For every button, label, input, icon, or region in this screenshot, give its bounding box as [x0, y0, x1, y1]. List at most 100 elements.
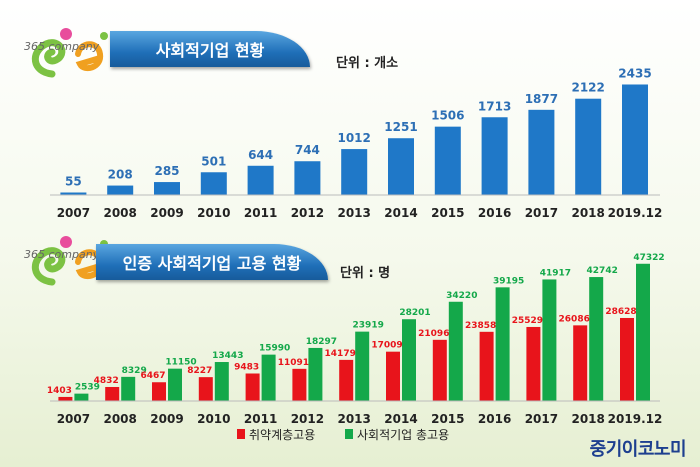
top-chart: 55 2007 208 2008 285 2009 501 2010 644 2011 744 201…	[50, 66, 663, 220]
category-label-2015: 2015	[431, 206, 464, 220]
bar-2017	[528, 109, 555, 195]
bar-2018	[575, 98, 602, 195]
bar-2007	[60, 192, 87, 195]
value-label-total-2011: 15990	[259, 344, 290, 354]
value-label-total-2008: 8329	[122, 366, 147, 376]
category-label-2011: 2011	[244, 206, 277, 220]
category-label-2009: 2009	[150, 206, 183, 220]
value-label-total-2019.12: 47322	[633, 253, 664, 263]
logo-text: 365 company	[24, 40, 100, 53]
value-label-vulnerable-2018: 26086	[559, 314, 590, 324]
value-label-2019.12: 2435	[618, 66, 651, 80]
bar-2008	[107, 185, 134, 195]
top-chart-unit: 단위 : 개소	[336, 56, 399, 71]
legend-label-total: 사회적기업 총고용	[357, 428, 449, 442]
value-label-total-2012: 18297	[306, 337, 337, 347]
value-label-2011: 644	[248, 148, 273, 162]
value-label-total-2016: 39195	[493, 276, 524, 286]
value-label-vulnerable-2016: 23858	[465, 321, 496, 331]
value-label-2018: 2122	[571, 81, 604, 95]
category-label-2007: 2007	[57, 206, 90, 220]
category-label-2007: 2007	[57, 412, 90, 426]
bottom-chart-title-text: 인증 사회적기업 고용 현황	[122, 254, 302, 273]
bar-total-2011	[261, 354, 276, 401]
bar-total-2019.12	[636, 263, 650, 401]
bar-vulnerable-2009	[152, 382, 166, 401]
value-label-total-2007: 2539	[75, 383, 100, 393]
value-label-vulnerable-2014: 17009	[371, 341, 402, 351]
category-label-2014: 2014	[384, 206, 417, 220]
value-label-2012: 744	[295, 143, 320, 157]
bar-2013	[341, 149, 368, 195]
bar-vulnerable-2019.12	[620, 317, 634, 401]
bar-2012	[294, 161, 321, 195]
top-chart-title-text: 사회적기업 현황	[155, 41, 265, 60]
bar-2016	[481, 117, 508, 195]
bar-vulnerable-2014	[386, 351, 400, 401]
bar-total-2008	[121, 376, 136, 401]
bar-vulnerable-2008	[105, 386, 120, 401]
bar-total-2009	[168, 368, 182, 401]
value-label-vulnerable-2012: 11091	[278, 358, 309, 368]
top-chart-title: 사회적기업 현황	[110, 31, 310, 67]
category-label-2008: 2008	[103, 206, 136, 220]
category-label-2016: 2016	[478, 206, 511, 220]
value-label-total-2018: 42742	[587, 266, 618, 276]
category-label-2008: 2008	[103, 412, 136, 426]
category-label-2017: 2017	[525, 206, 558, 220]
bar-total-2013	[355, 331, 370, 401]
bar-vulnerable-2013	[339, 359, 354, 401]
category-label-2019.12: 2019.12	[608, 206, 663, 220]
bar-vulnerable-2010	[198, 377, 213, 401]
value-label-vulnerable-2013: 14179	[325, 349, 356, 359]
category-label-2016: 2016	[478, 412, 511, 426]
value-label-total-2014: 28201	[399, 308, 430, 318]
value-label-2008: 208	[108, 168, 133, 182]
category-label-2019.12: 2019.12	[608, 412, 663, 426]
value-label-vulnerable-2007: 1403	[47, 386, 72, 396]
value-label-vulnerable-2008: 4832	[94, 376, 119, 386]
value-label-total-2013: 23919	[353, 321, 384, 331]
logo-text-2: 365 company	[24, 248, 100, 261]
bar-vulnerable-2012	[292, 368, 307, 401]
bar-total-2018	[589, 277, 604, 401]
bar-total-2012	[308, 347, 323, 401]
value-label-vulnerable-2015: 21096	[418, 329, 449, 339]
category-label-2014: 2014	[384, 412, 417, 426]
value-label-vulnerable-2017: 25529	[512, 316, 543, 326]
bar-total-2010	[214, 362, 229, 401]
value-label-vulnerable-2011: 9483	[234, 362, 259, 372]
bottom-chart-unit: 단위 : 명	[340, 266, 391, 281]
bar-2009	[154, 182, 180, 195]
category-label-2018: 2018	[571, 412, 604, 426]
bar-vulnerable-2015	[432, 339, 447, 401]
value-label-total-2017: 41917	[540, 268, 571, 278]
bar-2014	[388, 138, 414, 195]
bar-total-2017	[542, 279, 557, 401]
category-label-2012: 2012	[291, 206, 324, 220]
value-label-2010: 501	[201, 154, 226, 168]
category-label-2013: 2013	[337, 412, 370, 426]
category-label-2011: 2011	[244, 412, 277, 426]
category-label-2010: 2010	[197, 206, 230, 220]
bar-2010	[200, 172, 227, 195]
value-label-2009: 285	[154, 164, 179, 178]
value-label-vulnerable-2009: 6467	[140, 371, 165, 381]
bar-2015	[434, 126, 461, 195]
value-label-2016: 1713	[478, 99, 511, 113]
category-label-2015: 2015	[431, 412, 464, 426]
category-label-2013: 2013	[337, 206, 370, 220]
bar-vulnerable-2016	[479, 331, 494, 401]
category-label-2009: 2009	[150, 412, 183, 426]
bar-vulnerable-2017	[526, 326, 541, 401]
bar-2019.12	[622, 84, 648, 195]
value-label-2017: 1877	[525, 92, 558, 106]
bar-total-2016	[495, 287, 510, 401]
bar-vulnerable-2007	[58, 396, 73, 401]
bar-total-2014	[402, 319, 416, 401]
category-label-2018: 2018	[571, 206, 604, 220]
category-label-2017: 2017	[525, 412, 558, 426]
legend-label-vulnerable: 취약계층고용	[249, 427, 315, 442]
bottom-chart-title: 인증 사회적기업 고용 현황	[96, 244, 328, 280]
